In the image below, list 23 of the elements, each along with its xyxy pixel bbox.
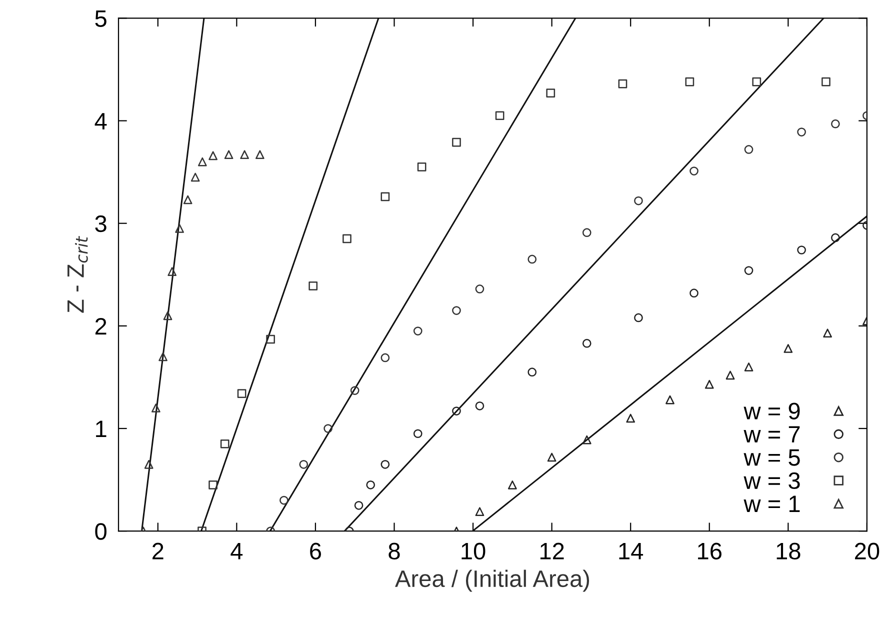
legend-label: w = 3 — [744, 472, 800, 490]
legend-label: w = 9 — [744, 402, 800, 420]
legend-label: w = 5 — [744, 449, 800, 466]
x-tick-label: 6 — [310, 542, 321, 560]
x-tick-label: 16 — [698, 542, 722, 560]
y-tick-label: 2 — [95, 318, 106, 334]
x-tick-label: 4 — [230, 543, 243, 560]
legend-label: w = 1 — [744, 496, 800, 512]
x-tick-label: 20 — [855, 542, 880, 560]
y-tick-label: 0 — [95, 523, 106, 540]
y-tick-label: 4 — [94, 113, 107, 130]
y-tick-label: 3 — [95, 215, 106, 232]
x-tick-label: 10 — [462, 542, 486, 560]
x-tick-label: 18 — [776, 542, 800, 560]
x-tick-label: 2 — [152, 542, 164, 560]
y-tick-label: 1 — [96, 420, 106, 438]
x-tick-label: 12 — [540, 542, 564, 560]
x-tick-label: 8 — [388, 542, 400, 560]
legend-label: w = 7 — [744, 426, 800, 442]
x-axis-title: Area / (Initial Area) — [395, 570, 590, 592]
y-axis-title: Z - Z$_{crit}$ — [68, 236, 88, 313]
y-tick-label: 5 — [95, 10, 106, 27]
x-tick-label: 14 — [619, 543, 644, 560]
